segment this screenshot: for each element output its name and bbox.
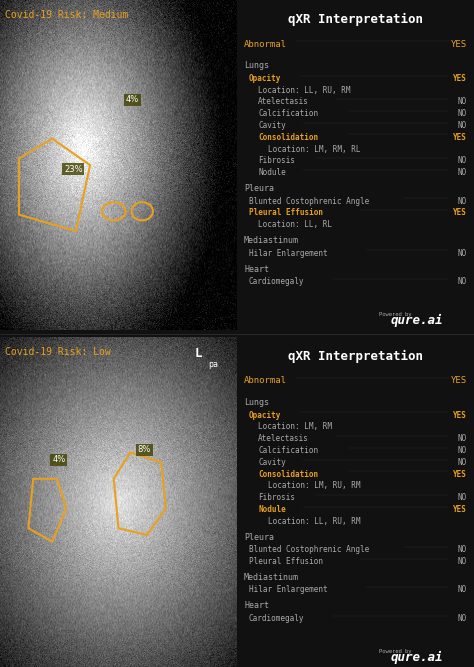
Text: Mediastinum: Mediastinum: [244, 573, 299, 582]
Text: NO: NO: [457, 157, 467, 165]
Text: Powered by: Powered by: [379, 649, 412, 654]
Text: NO: NO: [457, 249, 467, 257]
Text: Lungs: Lungs: [244, 398, 269, 408]
Text: 23%: 23%: [64, 165, 82, 173]
Text: 4%: 4%: [52, 456, 65, 464]
Text: NO: NO: [457, 277, 467, 286]
Text: Abnormal: Abnormal: [244, 376, 287, 386]
Text: NO: NO: [457, 586, 467, 594]
Text: NO: NO: [457, 197, 467, 205]
Text: NO: NO: [457, 493, 467, 502]
Text: Covid-19 Risk: Medium: Covid-19 Risk: Medium: [5, 10, 128, 20]
Text: Nodule: Nodule: [258, 505, 286, 514]
Text: Calcification: Calcification: [258, 109, 319, 118]
Text: Pleura: Pleura: [244, 184, 274, 193]
Text: Location: LM, RM: Location: LM, RM: [258, 422, 332, 432]
Text: YES: YES: [453, 208, 467, 217]
Text: NO: NO: [457, 545, 467, 554]
Text: Location: LM, RU, RM: Location: LM, RU, RM: [268, 482, 360, 490]
Text: Heart: Heart: [244, 265, 269, 273]
Text: 4%: 4%: [126, 95, 139, 104]
Text: NO: NO: [457, 97, 467, 107]
Text: NO: NO: [457, 446, 467, 455]
Text: Opacity: Opacity: [249, 411, 281, 420]
Text: Pleural Effusion: Pleural Effusion: [249, 208, 323, 217]
Text: Opacity: Opacity: [249, 74, 281, 83]
Text: qure.ai: qure.ai: [391, 313, 444, 327]
Text: Covid-19 Risk: Low: Covid-19 Risk: Low: [5, 347, 110, 357]
Text: NO: NO: [457, 557, 467, 566]
Text: Blunted Costophrenic Angle: Blunted Costophrenic Angle: [249, 545, 369, 554]
Text: NO: NO: [457, 458, 467, 467]
Text: pa: pa: [209, 360, 219, 369]
Text: Lungs: Lungs: [244, 61, 269, 71]
Text: 8%: 8%: [137, 446, 151, 454]
Text: Nodule: Nodule: [258, 168, 286, 177]
Text: YES: YES: [451, 39, 467, 49]
Text: YES: YES: [453, 411, 467, 420]
Text: Pleura: Pleura: [244, 533, 274, 542]
Text: YES: YES: [453, 505, 467, 514]
Text: Cavity: Cavity: [258, 121, 286, 130]
Text: NO: NO: [457, 109, 467, 118]
Text: YES: YES: [453, 133, 467, 142]
Text: Calcification: Calcification: [258, 446, 319, 455]
Text: Powered by: Powered by: [379, 312, 412, 317]
Text: Consolidation: Consolidation: [258, 133, 319, 142]
Text: Hilar Enlargement: Hilar Enlargement: [249, 249, 328, 257]
Text: Heart: Heart: [244, 602, 269, 610]
Text: YES: YES: [453, 74, 467, 83]
Text: Blunted Costophrenic Angle: Blunted Costophrenic Angle: [249, 197, 369, 205]
Text: Cavity: Cavity: [258, 458, 286, 467]
Text: Fibrosis: Fibrosis: [258, 157, 295, 165]
Text: Atelectasis: Atelectasis: [258, 434, 309, 444]
Text: qXR Interpretation: qXR Interpretation: [288, 350, 423, 363]
Text: YES: YES: [453, 470, 467, 479]
Text: Pleural Effusion: Pleural Effusion: [249, 557, 323, 566]
Text: Location: LL, RU, RM: Location: LL, RU, RM: [268, 517, 360, 526]
Text: NO: NO: [457, 121, 467, 130]
Text: Fibrosis: Fibrosis: [258, 493, 295, 502]
Text: Atelectasis: Atelectasis: [258, 97, 309, 107]
Text: Location: LM, RM, RL: Location: LM, RM, RL: [268, 145, 360, 153]
Text: Cardiomegaly: Cardiomegaly: [249, 614, 304, 623]
Text: Location: LL, RU, RM: Location: LL, RU, RM: [258, 85, 351, 95]
Text: qXR Interpretation: qXR Interpretation: [288, 13, 423, 26]
Text: qure.ai: qure.ai: [391, 650, 444, 664]
Text: Cardiomegaly: Cardiomegaly: [249, 277, 304, 286]
Text: Consolidation: Consolidation: [258, 470, 319, 479]
Text: YES: YES: [451, 376, 467, 386]
Text: L: L: [194, 347, 202, 360]
Text: NO: NO: [457, 434, 467, 444]
Text: Hilar Enlargement: Hilar Enlargement: [249, 586, 328, 594]
Text: NO: NO: [457, 168, 467, 177]
Text: NO: NO: [457, 614, 467, 623]
Text: Mediastinum: Mediastinum: [244, 236, 299, 245]
Text: Location: LL, RL: Location: LL, RL: [258, 220, 332, 229]
Text: Abnormal: Abnormal: [244, 39, 287, 49]
